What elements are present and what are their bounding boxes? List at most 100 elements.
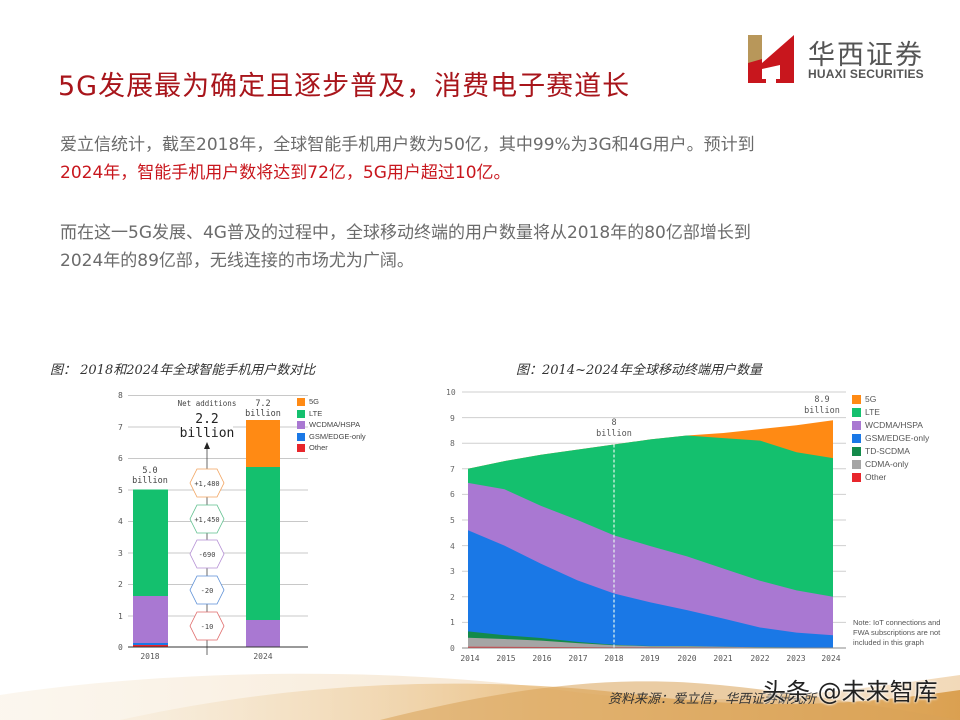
svg-text:1: 1 (118, 612, 123, 621)
svg-text:8: 8 (118, 391, 123, 400)
svg-text:9: 9 (450, 414, 455, 423)
x-label: 2020 (677, 654, 696, 663)
legend-label: GSM/EDGE-only (865, 433, 930, 443)
bar-2024-unit: billion (245, 409, 281, 419)
x-label: 2019 (640, 654, 659, 663)
paragraph-2-line-1: 而在这一5G发展、4G普及的过程中，全球移动终端的用户数量将从2018年的80亿… (60, 223, 751, 243)
bar-2018-value: 5.0 (142, 466, 157, 476)
paragraph-1: 爱立信统计，截至2018年，全球智能手机用户数为50亿，其中99%为3G和4G用… (60, 131, 900, 187)
net-additions-unit: billion (180, 426, 235, 441)
svg-text:0: 0 (450, 644, 455, 653)
svg-text:3: 3 (450, 567, 455, 576)
svg-text:7: 7 (118, 423, 123, 432)
legend-item-5g: 5G (852, 393, 929, 406)
x-label-2018: 2018 (140, 652, 159, 661)
svg-text:1: 1 (450, 618, 455, 627)
legend-label: LTE (865, 407, 880, 417)
delta-5g: +1,480 (194, 480, 219, 488)
area-cdma (468, 637, 833, 648)
svg-text:6: 6 (450, 490, 455, 499)
legend-label: Other (865, 472, 887, 482)
legend-label: 5G (309, 397, 320, 406)
svg-text:4: 4 (118, 517, 123, 526)
bar-2024-value: 7.2 (255, 399, 270, 409)
legend-swatch-cdma (852, 460, 861, 470)
svg-text:0: 0 (118, 643, 123, 652)
huaxi-logo: 华西证券 HUAXI SECURITIES (748, 33, 948, 85)
delta-hexagons (189, 468, 225, 641)
legend-label: TD-SCDMA (865, 446, 910, 456)
legend-label: WCDMA/HSPA (309, 420, 361, 429)
legend-swatch-gsm (852, 434, 861, 444)
delta-wcdma: -690 (199, 551, 216, 559)
annotation-2024-unit: billion (804, 406, 840, 416)
legend-item-gsm: GSM/EDGE-only (297, 431, 366, 443)
svg-text:6: 6 (118, 454, 123, 463)
legend-label: Other (309, 443, 328, 452)
brand-name-en: HUAXI SECURITIES (808, 67, 924, 81)
delta-lte: +1,450 (194, 516, 219, 524)
source-note: 资料来源：爱立信，华西证券研究所 (608, 692, 817, 707)
legend-item-lte: LTE (852, 406, 929, 419)
legend-swatch-other (852, 473, 861, 483)
legend-item-wcdma: WCDMA/HSPA (297, 419, 366, 431)
arrow-up-icon (204, 442, 210, 449)
x-label-2024: 2024 (253, 652, 272, 661)
svg-text:7: 7 (450, 465, 455, 474)
legend-swatch-wcdma (852, 421, 861, 431)
y-axis-ticks: 8 7 6 5 4 3 2 1 0 (118, 391, 123, 652)
bar-2018 (133, 489, 168, 647)
brand-name-cn: 华西证券 (808, 40, 924, 71)
x-label: 2018 (604, 654, 623, 663)
svg-text:2: 2 (450, 593, 455, 602)
legend-item-wcdma: WCDMA/HSPA (852, 419, 929, 432)
legend-label: GSM/EDGE-only (309, 431, 366, 441)
net-additions-label: Net additions (178, 399, 237, 408)
x-label: 2021 (713, 654, 732, 663)
legend-item-gsm: GSM/EDGE-only (852, 432, 929, 445)
x-label: 2017 (568, 654, 587, 663)
chart-2-caption: 图：2014~2024年全球移动终端用户数量 (516, 363, 763, 378)
paragraph-2-line-2: 2024年的89亿部，无线连接的市场尤为广阔。 (60, 251, 414, 271)
annotation-2018-value: 8 (611, 418, 616, 428)
annotation-2024-value: 8.9 (814, 395, 829, 405)
chart-2-note: Note: IoT connections and FWA subscripti… (853, 618, 941, 647)
legend-item-cdma: CDMA-only (852, 458, 929, 471)
huaxi-logo-mark-icon (748, 35, 794, 83)
svg-text:10: 10 (446, 388, 456, 397)
chart-1-caption: 图： 2018和2024年全球智能手机用户数对比 (50, 363, 316, 378)
legend-item-lte: LTE (297, 408, 366, 420)
x-label: 2024 (821, 654, 840, 663)
legend-label: WCDMA/HSPA (865, 420, 923, 430)
x-label: 2014 (460, 654, 479, 663)
legend-swatch-wcdma (297, 421, 305, 430)
legend-swatch-lte (852, 408, 861, 418)
legend-swatch-lte (297, 409, 305, 418)
annotation-2018-unit: billion (596, 429, 632, 439)
legend-swatch-other (297, 444, 305, 453)
smartphone-subscriptions-chart: 8 7 6 5 4 3 2 1 0 5.0 billion 7.2 billion Net … (118, 391, 308, 661)
legend-item-5g: 5G (297, 396, 366, 408)
legend-item-other: Other (297, 442, 366, 454)
x-label: 2015 (496, 654, 515, 663)
legend-label: LTE (309, 408, 323, 418)
watermark: 头条 @未来智库 (762, 678, 938, 706)
legend-swatch-gsm (297, 432, 305, 441)
svg-text:5: 5 (118, 486, 123, 495)
x-axis-labels: 2014 2015 2016 2017 2018 2019 2020 2021 … (460, 654, 840, 663)
x-label: 2022 (750, 654, 769, 663)
legend-swatch-5g (297, 398, 305, 407)
chart-1-legend: 5G LTE WCDMA/HSPA GSM/EDGE-only Other (297, 396, 366, 454)
legend-label: 5G (865, 394, 877, 404)
svg-text:5: 5 (450, 516, 455, 525)
x-label: 2023 (786, 654, 805, 663)
bar-2018-unit: billion (132, 476, 168, 486)
svg-text:8: 8 (450, 439, 455, 448)
svg-text:4: 4 (450, 542, 455, 551)
legend-swatch-td-scdma (852, 447, 861, 457)
x-label: 2016 (532, 654, 551, 663)
paragraph-1-highlight: 2024年，智能手机用户数将达到72亿，5G用户超过10亿。 (60, 163, 511, 183)
legend-item-other: Other (852, 471, 929, 484)
